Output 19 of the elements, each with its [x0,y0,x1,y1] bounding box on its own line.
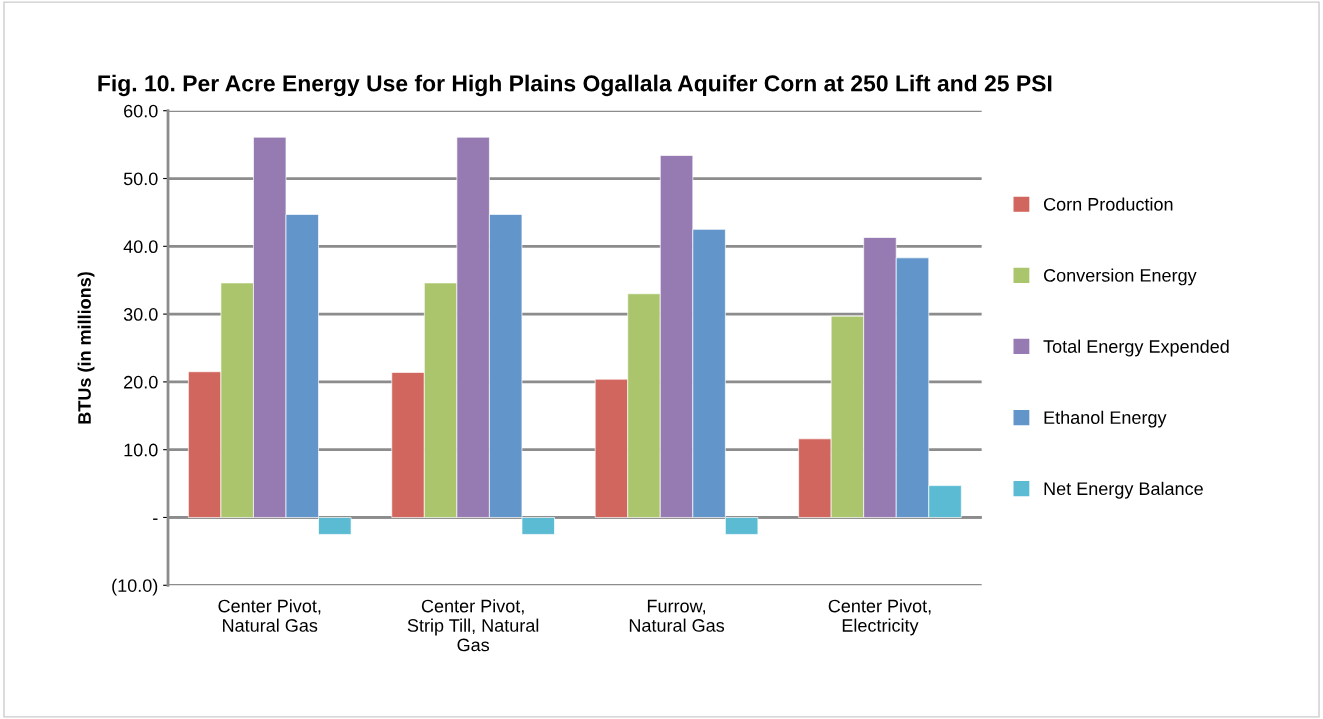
x-tick-label: Center Pivot, Strip Till, Natural Gas [407,599,539,652]
y-tick-label: 30.0 [123,308,158,321]
legend-label: Total Energy Expended [1043,339,1229,357]
y-tick-label: 60.0 [124,104,158,118]
chart-title: Fig. 10. Per Acre Energy Use for High Plains Ogallala Aquifer Corn at 250 Lift and 25 PSI [98,74,1052,97]
y-tick-label: - [153,518,158,520]
y-tick-label: 10.0 [124,443,158,457]
legend-label: Ethanol Energy [1044,410,1167,428]
y-axis-title: BTUs (in millions) [77,272,95,424]
x-tick-label: Furrow, Natural Gas [629,599,725,632]
x-tick-label: Center Pivot, Electricity [828,599,931,636]
legend-label: Net Energy Balance [1044,481,1203,499]
legend-label: Conversion Energy [1043,268,1197,286]
y-tick-label: 40.0 [123,240,158,254]
y-tick-label: (10.0) [112,578,158,596]
x-tick-label: Center Pivot, Natural Gas [218,599,321,632]
y-tick-label: 50.0 [123,172,158,186]
y-tick-label: 20.0 [124,375,158,389]
legend-label: Corn Production [1043,197,1173,211]
